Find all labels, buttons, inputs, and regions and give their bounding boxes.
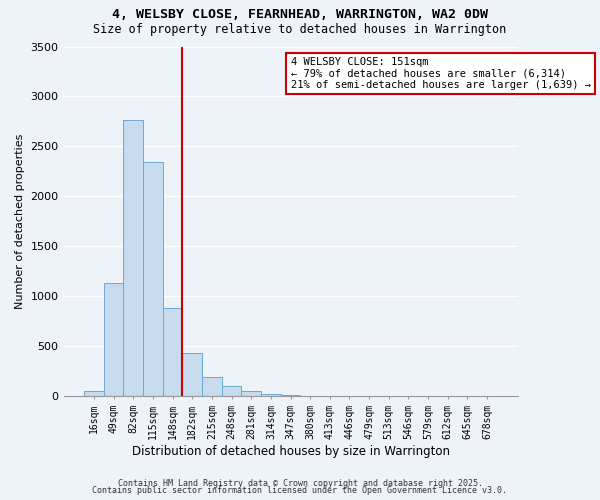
Bar (143, 162, 163, 396)
Text: 4, WELSBY CLOSE, FEARNHEAD, WARRINGTON, WA2 0DW: 4, WELSBY CLOSE, FEARNHEAD, WARRINGTON, … (112, 8, 488, 20)
Bar (84, 391, 104, 396)
Bar (202, 377, 222, 396)
Bar (182, 353, 202, 396)
Bar (281, 395, 301, 396)
Bar (163, 308, 182, 396)
Text: Contains HM Land Registry data © Crown copyright and database right 2025.: Contains HM Land Registry data © Crown c… (118, 478, 482, 488)
Bar (241, 390, 261, 396)
Text: Contains public sector information licensed under the Open Government Licence v3: Contains public sector information licen… (92, 486, 508, 495)
X-axis label: Distribution of detached houses by size in Warrington: Distribution of detached houses by size … (131, 444, 449, 458)
Bar (222, 386, 241, 396)
Text: 4 WELSBY CLOSE: 151sqm
← 79% of detached houses are smaller (6,314)
21% of semi-: 4 WELSBY CLOSE: 151sqm ← 79% of detached… (290, 57, 590, 90)
Bar (104, 283, 124, 396)
Y-axis label: Number of detached properties: Number of detached properties (15, 134, 25, 309)
Text: Size of property relative to detached houses in Warrington: Size of property relative to detached ho… (94, 22, 506, 36)
Bar (261, 394, 281, 396)
Bar (124, 120, 143, 396)
